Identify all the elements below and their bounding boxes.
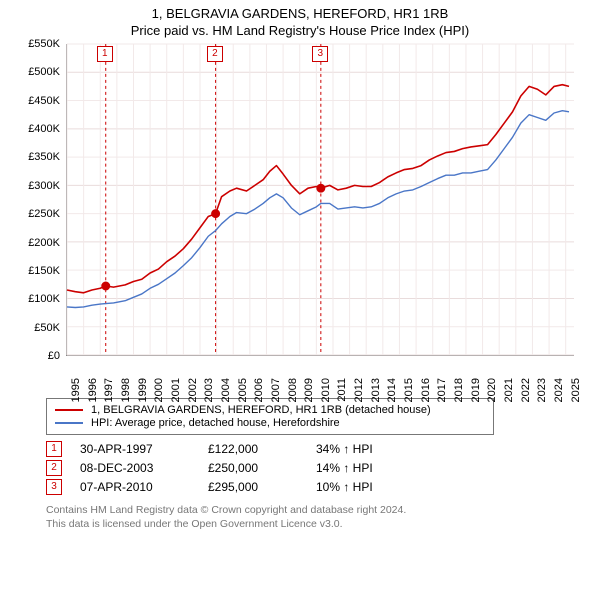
legend-row: HPI: Average price, detached house, Here… xyxy=(55,417,485,429)
event-row-price: £122,000 xyxy=(208,442,298,456)
legend-label: 1, BELGRAVIA GARDENS, HEREFORD, HR1 1RB … xyxy=(91,404,431,416)
event-row-date: 07-APR-2010 xyxy=(80,480,190,494)
attribution: Contains HM Land Registry data © Crown c… xyxy=(46,503,580,531)
plot-svg xyxy=(67,44,574,355)
x-tick-label: 2011 xyxy=(336,378,348,402)
legend-label: HPI: Average price, detached house, Here… xyxy=(91,417,340,429)
x-tick-label: 1998 xyxy=(120,378,132,402)
plot-area xyxy=(66,44,574,356)
y-tick-label: £350K xyxy=(28,151,60,163)
y-tick-label: £200K xyxy=(28,237,60,249)
y-tick-label: £550K xyxy=(28,38,60,50)
attribution-line2: This data is licensed under the Open Gov… xyxy=(46,517,580,531)
x-tick-label: 2022 xyxy=(520,378,532,402)
x-tick-label: 2003 xyxy=(203,378,215,402)
x-tick-label: 2004 xyxy=(220,378,232,402)
x-tick-label: 1995 xyxy=(70,378,82,402)
x-tick-label: 2007 xyxy=(270,378,282,402)
x-tick-label: 2021 xyxy=(503,378,515,402)
event-flag: 2 xyxy=(207,46,223,62)
event-row-date: 30-APR-1997 xyxy=(80,442,190,456)
x-tick-label: 2014 xyxy=(386,378,398,402)
title-subtitle: Price paid vs. HM Land Registry's House … xyxy=(4,23,596,38)
x-tick-label: 2005 xyxy=(237,378,249,402)
x-tick-label: 2016 xyxy=(420,378,432,402)
event-row-flag: 2 xyxy=(46,460,62,476)
y-tick-label: £400K xyxy=(28,123,60,135)
x-tick-label: 2006 xyxy=(253,378,265,402)
y-tick-label: £100K xyxy=(28,293,60,305)
legend-swatch xyxy=(55,409,83,411)
event-flag: 3 xyxy=(312,46,328,62)
legend-row: 1, BELGRAVIA GARDENS, HEREFORD, HR1 1RB … xyxy=(55,404,485,416)
x-tick-label: 2013 xyxy=(370,378,382,402)
x-tick-label: 2017 xyxy=(436,378,448,402)
y-tick-label: £300K xyxy=(28,180,60,192)
event-row-flag: 3 xyxy=(46,479,62,495)
x-tick-label: 2009 xyxy=(303,378,315,402)
page: 1, BELGRAVIA GARDENS, HEREFORD, HR1 1RB … xyxy=(0,0,600,531)
y-tick-label: £0 xyxy=(48,350,60,362)
x-tick-label: 1999 xyxy=(137,378,149,402)
event-row-diff: 10% ↑ HPI xyxy=(316,480,416,494)
x-tick-label: 2012 xyxy=(353,378,365,402)
x-tick-label: 2000 xyxy=(153,378,165,402)
x-tick-label: 2018 xyxy=(453,378,465,402)
x-tick-label: 2023 xyxy=(536,378,548,402)
attribution-line1: Contains HM Land Registry data © Crown c… xyxy=(46,503,580,517)
event-row-price: £250,000 xyxy=(208,461,298,475)
x-tick-label: 2008 xyxy=(287,378,299,402)
x-tick-label: 2025 xyxy=(570,378,582,402)
legend: 1, BELGRAVIA GARDENS, HEREFORD, HR1 1RB … xyxy=(46,398,494,435)
event-row-flag: 1 xyxy=(46,441,62,457)
event-row-price: £295,000 xyxy=(208,480,298,494)
y-tick-label: £150K xyxy=(28,265,60,277)
y-tick-label: £450K xyxy=(28,95,60,107)
x-tick-label: 2024 xyxy=(553,378,565,402)
title-address: 1, BELGRAVIA GARDENS, HEREFORD, HR1 1RB xyxy=(4,6,596,21)
x-tick-label: 1997 xyxy=(103,378,115,402)
y-tick-label: £50K xyxy=(34,322,60,334)
x-tick-label: 2019 xyxy=(470,378,482,402)
event-row: 1 30-APR-1997 £122,000 34% ↑ HPI xyxy=(46,441,580,457)
chart-title: 1, BELGRAVIA GARDENS, HEREFORD, HR1 1RB … xyxy=(0,0,600,40)
legend-swatch xyxy=(55,422,83,424)
chart: £0 £50K £100K £150K £200K £250K £300K £350K £400… xyxy=(20,40,580,390)
x-tick-label: 2002 xyxy=(187,378,199,402)
events-table: 1 30-APR-1997 £122,000 34% ↑ HPI 2 08-DEC-200… xyxy=(46,441,580,495)
event-row: 3 07-APR-2010 £295,000 10% ↑ HPI xyxy=(46,479,580,495)
event-flag: 1 xyxy=(97,46,113,62)
x-tick-label: 2020 xyxy=(486,378,498,402)
event-row-date: 08-DEC-2003 xyxy=(80,461,190,475)
y-tick-label: £250K xyxy=(28,208,60,220)
event-row: 2 08-DEC-2003 £250,000 14% ↑ HPI xyxy=(46,460,580,476)
x-tick-label: 2010 xyxy=(320,378,332,402)
x-tick-label: 2001 xyxy=(170,378,182,402)
x-tick-label: 2015 xyxy=(403,378,415,402)
y-tick-label: £500K xyxy=(28,66,60,78)
event-row-diff: 14% ↑ HPI xyxy=(316,461,416,475)
x-tick-label: 1996 xyxy=(87,378,99,402)
event-row-diff: 34% ↑ HPI xyxy=(316,442,416,456)
